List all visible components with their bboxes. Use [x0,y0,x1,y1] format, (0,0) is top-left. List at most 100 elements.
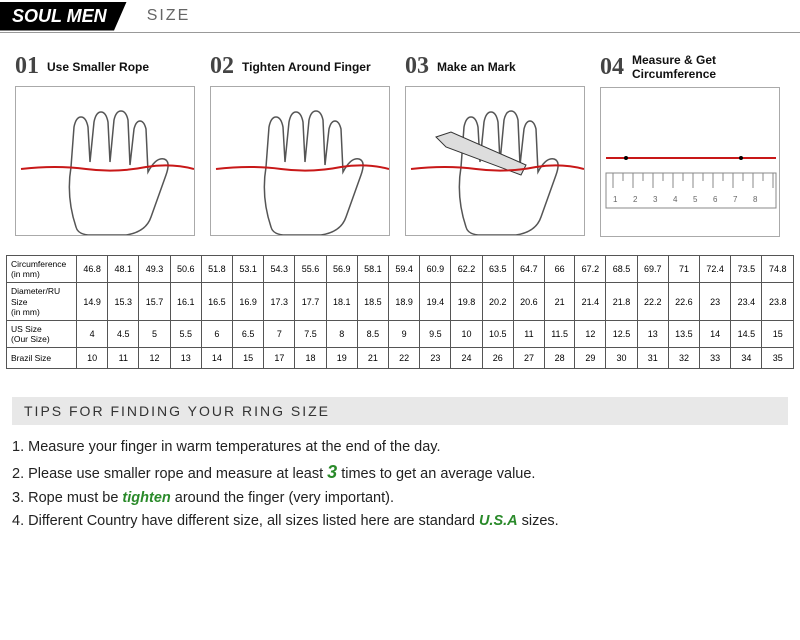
step-number: 03 [405,53,429,80]
size-cell: 24 [451,348,482,369]
size-cell: 10 [451,320,482,347]
size-cell: 6 [201,320,232,347]
size-table: Circumference(in mm)46.848.149.350.651.8… [6,255,794,369]
size-cell: 20.2 [482,283,513,321]
size-cell: 48.1 [108,256,139,283]
size-cell: 12 [575,320,606,347]
size-cell: 50.6 [170,256,201,283]
size-cell: 22.6 [668,283,699,321]
size-cell: 67.2 [575,256,606,283]
size-cell: 14.5 [731,320,762,347]
size-cell: 55.6 [295,256,326,283]
svg-text:2: 2 [633,195,638,204]
size-cell: 63.5 [482,256,513,283]
size-cell: 60.9 [420,256,451,283]
row-label: US Size(Our Size) [7,320,77,347]
header-divider [0,32,800,33]
size-cell: 53.1 [233,256,264,283]
size-cell: 19.4 [420,283,451,321]
size-cell: 71 [668,256,699,283]
row-label: Circumference(in mm) [7,256,77,283]
size-cell: 7.5 [295,320,326,347]
step-header: 03 Make an Mark [405,53,590,80]
size-cell: 34 [731,348,762,369]
size-cell: 14 [201,348,232,369]
size-cell: 5 [139,320,170,347]
size-cell: 18 [295,348,326,369]
svg-text:3: 3 [653,195,658,204]
size-cell: 73.5 [731,256,762,283]
size-cell: 66 [545,256,575,283]
size-cell: 16.1 [170,283,201,321]
step-header: 01 Use Smaller Rope [15,53,200,80]
size-cell: 11.5 [545,320,575,347]
step-illustration [405,86,585,236]
size-cell: 22 [389,348,420,369]
size-cell: 23.4 [731,283,762,321]
size-cell: 16.9 [233,283,264,321]
size-cell: 32 [668,348,699,369]
size-cell: 9 [389,320,420,347]
size-cell: 10.5 [482,320,513,347]
size-cell: 26 [482,348,513,369]
size-cell: 17.3 [264,283,295,321]
size-cell: 23.8 [762,283,794,321]
size-cell: 54.3 [264,256,295,283]
step-title: Tighten Around Finger [242,60,371,74]
header-bar: SOUL MEN SIZE [0,0,800,32]
table-row: Circumference(in mm)46.848.149.350.651.8… [7,256,794,283]
tips-section: TIPS FOR FINDING YOUR RING SIZE 1. Measu… [0,397,800,529]
svg-text:4: 4 [673,195,678,204]
tip-2: 2. Please use smaller rope and measure a… [12,462,788,483]
tip-1: 1. Measure your finger in warm temperatu… [12,439,788,455]
size-cell: 56.9 [326,256,357,283]
size-table-body: Circumference(in mm)46.848.149.350.651.8… [7,256,794,369]
step-header: 02 Tighten Around Finger [210,53,395,80]
size-cell: 62.2 [451,256,482,283]
size-cell: 49.3 [139,256,170,283]
size-cell: 12.5 [606,320,637,347]
step-1: 01 Use Smaller Rope [15,53,200,237]
size-cell: 18.9 [389,283,420,321]
size-cell: 21 [357,348,388,369]
size-cell: 8.5 [357,320,388,347]
size-cell: 51.8 [201,256,232,283]
size-cell: 17 [264,348,295,369]
size-cell: 21.8 [606,283,637,321]
size-cell: 13 [170,348,201,369]
svg-text:1: 1 [613,195,618,204]
size-cell: 5.5 [170,320,201,347]
row-label: Diameter/RU Size(in mm) [7,283,77,321]
size-cell: 46.8 [77,256,108,283]
svg-text:8: 8 [753,195,758,204]
step-number: 04 [600,54,624,81]
table-row: US Size(Our Size)44.555.566.577.588.599.… [7,320,794,347]
size-cell: 4 [77,320,108,347]
size-cell: 21 [545,283,575,321]
size-cell: 30 [606,348,637,369]
size-cell: 15 [762,320,794,347]
size-table-wrap: Circumference(in mm)46.848.149.350.651.8… [6,255,794,369]
size-cell: 19 [326,348,357,369]
size-cell: 69.7 [637,256,668,283]
size-cell: 8 [326,320,357,347]
size-cell: 23 [420,348,451,369]
size-cell: 7 [264,320,295,347]
size-cell: 29 [575,348,606,369]
size-cell: 27 [513,348,544,369]
size-cell: 33 [700,348,731,369]
table-row: Brazil Size10111213141517181921222324262… [7,348,794,369]
size-cell: 74.8 [762,256,794,283]
size-cell: 15.7 [139,283,170,321]
size-cell: 28 [545,348,575,369]
tips-list: 1. Measure your finger in warm temperatu… [12,439,788,529]
size-cell: 11 [108,348,139,369]
svg-text:5: 5 [693,195,698,204]
step-number: 01 [15,53,39,80]
size-cell: 20.6 [513,283,544,321]
row-label: Brazil Size [7,348,77,369]
step-illustration: 12345678 [600,87,780,237]
size-cell: 11 [513,320,544,347]
step-3: 03 Make an Mark [405,53,590,237]
size-cell: 9.5 [420,320,451,347]
